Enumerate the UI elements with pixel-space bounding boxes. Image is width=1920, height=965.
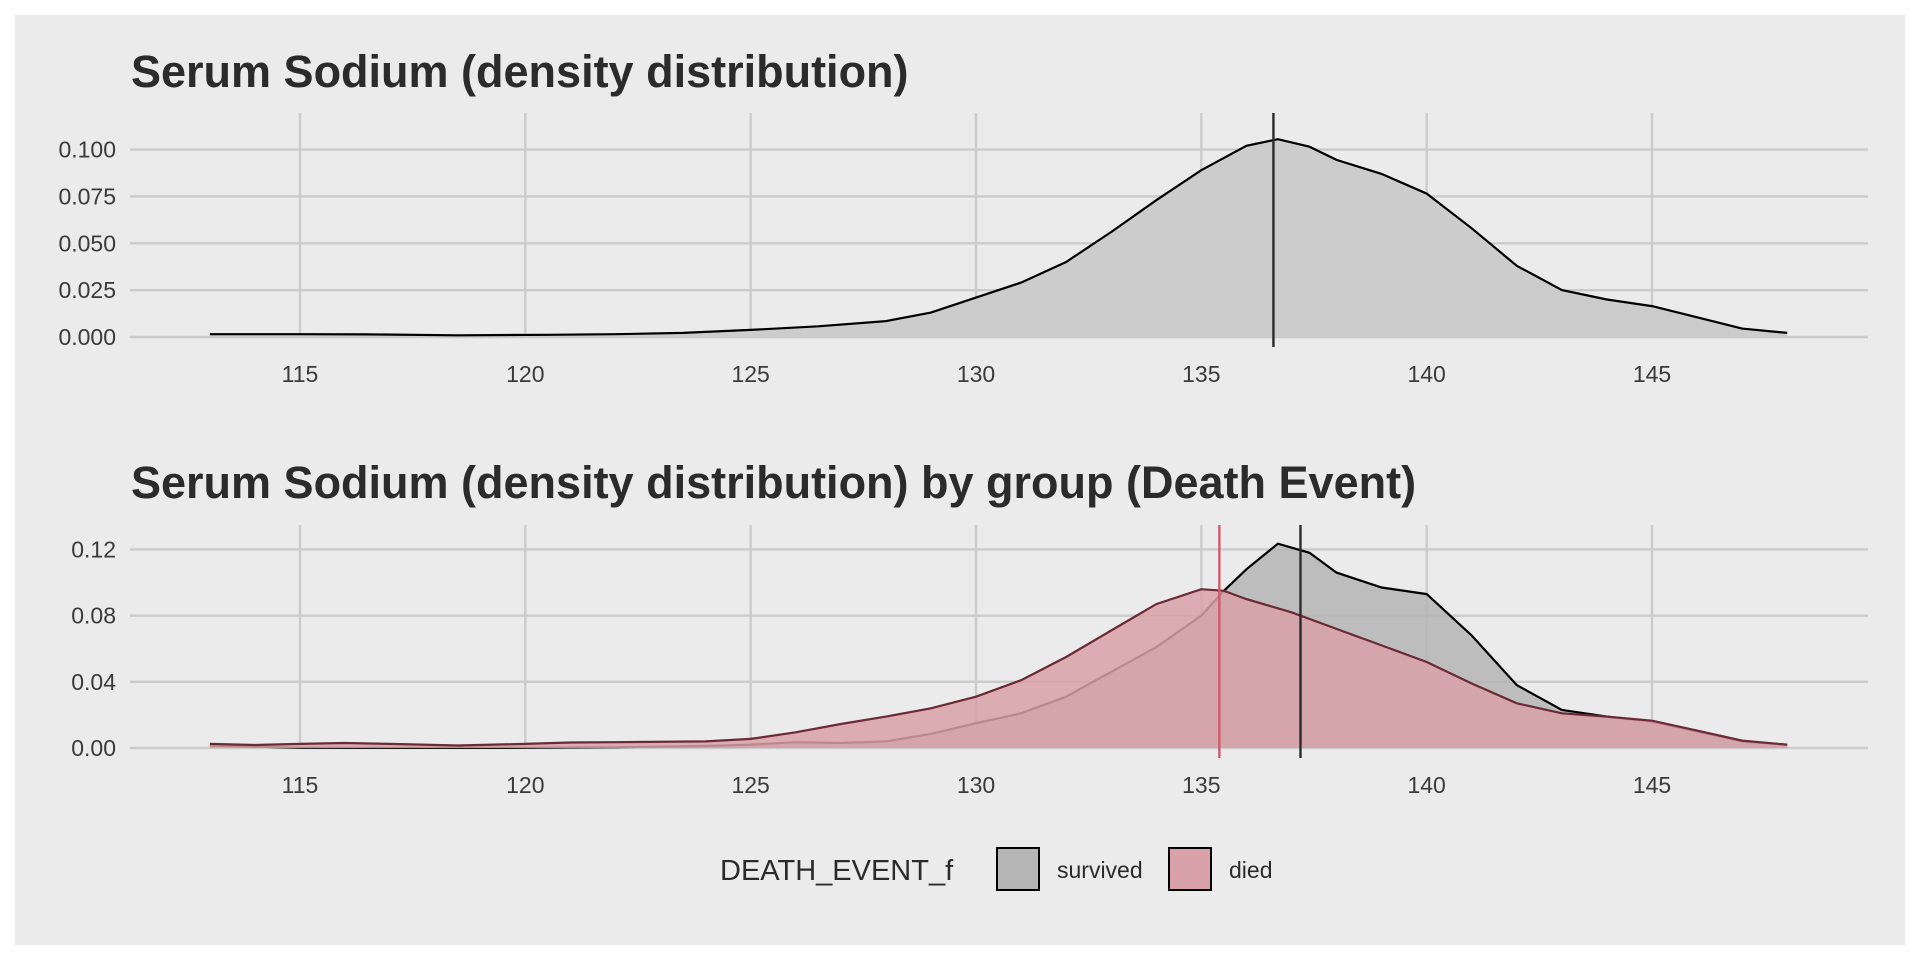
y-tick-label: 0.08: [71, 603, 116, 629]
y-tick-label: 0.00: [71, 735, 116, 761]
density-area-all: [209, 139, 1788, 337]
x-tick-label: 145: [1633, 772, 1671, 798]
x-tick-label: 130: [957, 361, 995, 387]
y-tick-label: 0.100: [58, 137, 116, 163]
plot-background: [15, 15, 1905, 945]
y-tick-label: 0.050: [58, 230, 116, 256]
x-tick-label: 130: [957, 772, 995, 798]
x-tick-label: 140: [1407, 361, 1445, 387]
x-tick-label: 135: [1182, 361, 1220, 387]
x-tick-label: 120: [506, 361, 544, 387]
x-tick-label: 135: [1182, 772, 1220, 798]
y-tick-label: 0.000: [58, 324, 116, 350]
chart-panel-2: Serum Sodium (density distribution) by g…: [71, 457, 1868, 891]
chart-panel-1: Serum Sodium (density distribution) 115 12…: [58, 46, 1868, 387]
y-tick-label: 0.12: [71, 536, 116, 562]
legend-label-died: died: [1229, 857, 1272, 883]
x-tick-label: 115: [282, 361, 319, 387]
legend-key-died: [1168, 847, 1212, 891]
chart-title: Serum Sodium (density distribution): [131, 46, 909, 97]
x-tick-label: 115: [282, 772, 319, 798]
x-tick-label: 145: [1633, 361, 1671, 387]
x-tick-label: 125: [731, 772, 769, 798]
legend-title: DEATH_EVENT_f: [720, 855, 954, 887]
y-tick-label: 0.025: [58, 277, 116, 303]
y-tick-label: 0.075: [58, 183, 116, 209]
density-line-died: [209, 588, 1788, 747]
legend-key-survived: [996, 847, 1040, 891]
y-tick-label: 0.04: [71, 669, 116, 695]
density-area-died: [209, 589, 1788, 748]
density-line-all: [209, 138, 1788, 337]
chart-title: Serum Sodium (density distribution) by g…: [131, 457, 1416, 508]
legend: DEATH_EVENT_f survived died: [720, 847, 1272, 891]
legend-label-survived: survived: [1057, 857, 1143, 883]
x-tick-label: 120: [506, 772, 544, 798]
x-tick-label: 125: [731, 361, 769, 387]
x-tick-label: 140: [1407, 772, 1445, 798]
